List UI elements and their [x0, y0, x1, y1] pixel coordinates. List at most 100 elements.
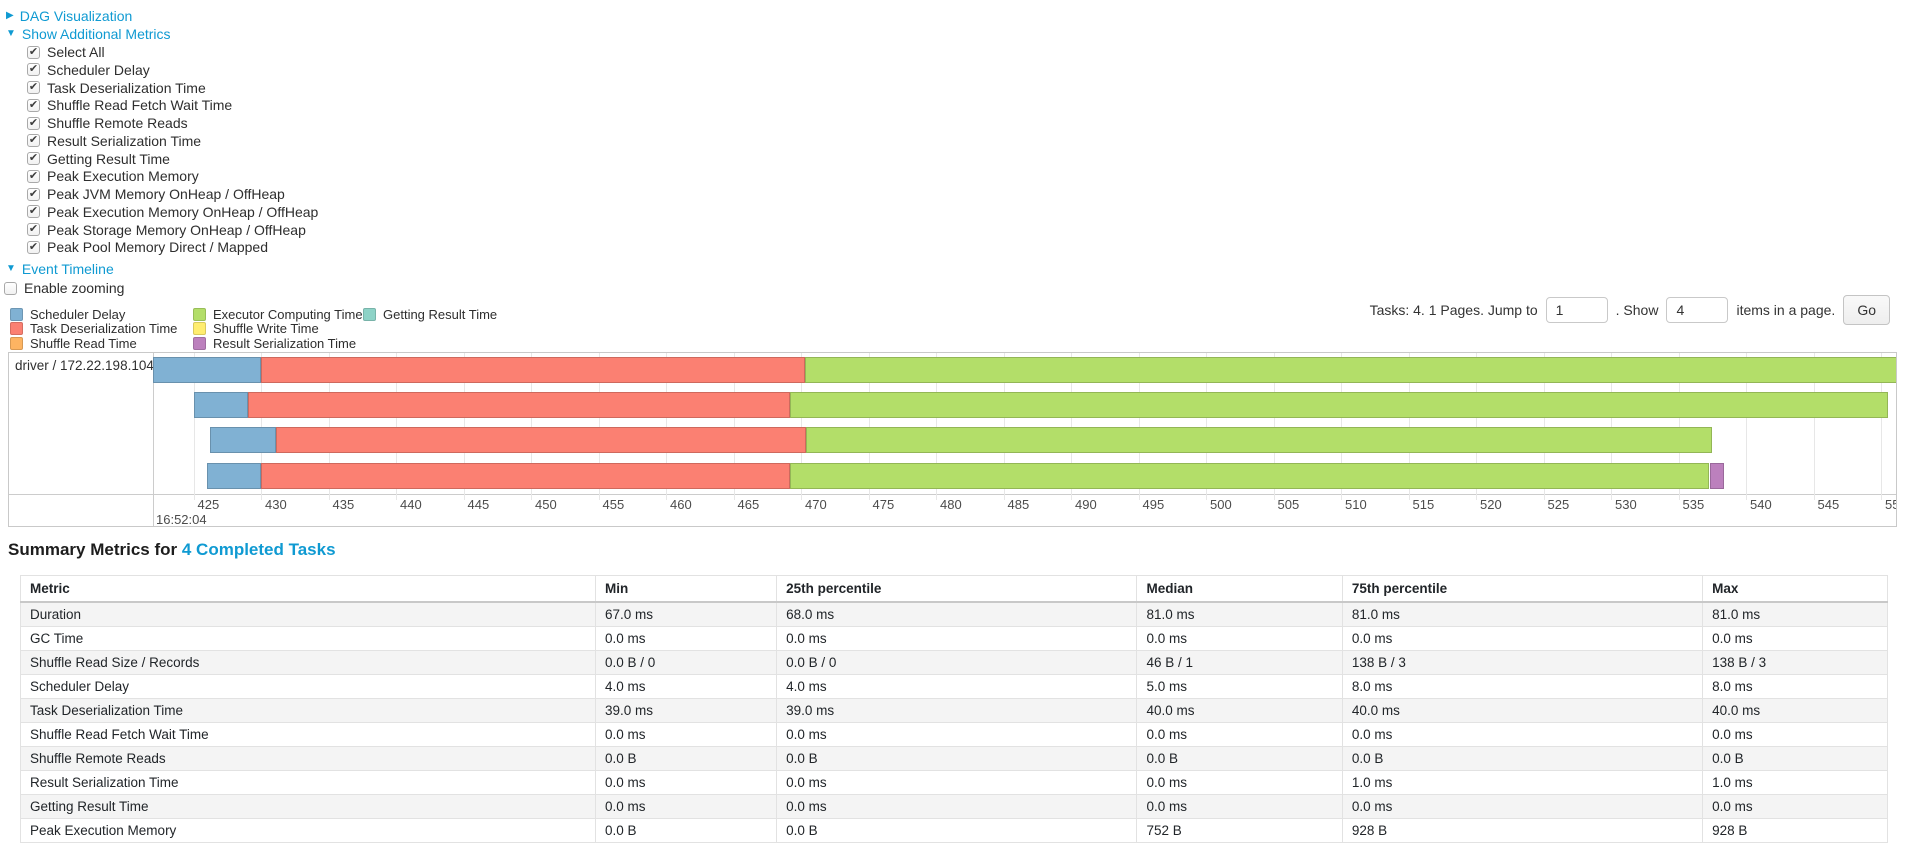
task-bar-segment-executor_computing[interactable] — [790, 462, 1710, 489]
metric-checkbox-item[interactable]: ✔ Peak Pool Memory Direct / Mapped — [27, 239, 268, 255]
axis-gridline — [598, 353, 600, 500]
axis-tick-label: 490 — [1075, 497, 1097, 512]
axis-tick-label: 515 — [1412, 497, 1435, 512]
metric-checkbox-item[interactable]: ✔ Peak JVM Memory OnHeap / OffHeap — [27, 186, 285, 202]
axis-tick-label: 505 — [1277, 497, 1300, 512]
show-additional-metrics-label: Show Additional Metrics — [21, 26, 171, 42]
task-bar-segment-scheduler_delay[interactable] — [193, 392, 248, 419]
legend-label: Shuffle Read Time — [30, 335, 137, 351]
legend-swatch-shuffle_write — [193, 322, 206, 336]
table-header-cell[interactable]: Median — [1136, 575, 1343, 603]
checkbox-checked-icon[interactable]: ✔ — [27, 81, 40, 94]
metric-checkbox-item[interactable]: ✔ Shuffle Remote Reads — [27, 115, 188, 131]
legend-item: Executor Computing Time — [193, 307, 363, 322]
table-header-cell[interactable]: Metric — [19, 575, 597, 603]
metric-value-cell: 138 B / 3 — [1702, 650, 1888, 675]
metric-checkbox-item[interactable]: ✔ Shuffle Read Fetch Wait Time — [27, 97, 232, 113]
table-row: Shuffle Read Fetch Wait Time 0.0 ms 0.0 ms… — [19, 722, 1888, 747]
axis-line — [9, 494, 1896, 495]
metric-value-cell: 0.0 ms — [1702, 626, 1888, 651]
axis-tick-label: 500 — [1210, 497, 1232, 512]
metric-checkbox-label: Peak Execution Memory OnHeap / OffHeap — [47, 203, 319, 220]
metric-value-cell: 0.0 B — [1702, 746, 1888, 771]
task-bar-segment-result_serialization[interactable] — [1709, 462, 1725, 489]
metric-name-cell: Shuffle Remote Reads — [19, 746, 597, 771]
metric-name-cell: Scheduler Delay — [19, 674, 597, 699]
checkbox-checked-icon[interactable]: ✔ — [27, 240, 40, 254]
metric-value-cell: 0.0 ms — [1702, 794, 1888, 819]
metric-value-cell: 0.0 ms — [1341, 794, 1704, 819]
metric-value-cell: 81.0 ms — [1136, 601, 1343, 627]
task-bar-segment-task_deserialization[interactable] — [261, 357, 806, 383]
metric-checkbox-item[interactable]: ✔ Select All — [27, 44, 105, 60]
task-bar-segment-scheduler_delay[interactable] — [153, 357, 261, 383]
task-bar-segment-task_deserialization[interactable] — [247, 392, 791, 419]
legend-label: Scheduler Delay — [30, 306, 126, 322]
metric-checkbox-item[interactable]: ✔ Scheduler Delay — [27, 62, 150, 78]
checkbox-checked-icon[interactable]: ✔ — [27, 134, 40, 148]
checkbox-checked-icon[interactable]: ✔ — [27, 98, 40, 112]
task-bar-segment-task_deserialization[interactable] — [261, 462, 791, 489]
metric-checkbox-item[interactable]: ✔ Getting Result Time — [27, 151, 170, 167]
legend-label: Getting Result Time — [383, 306, 498, 322]
completed-tasks-link[interactable]: 4 Completed Tasks — [181, 540, 336, 559]
table-header-cell[interactable]: 25th percentile — [776, 575, 1138, 603]
axis-tick-label: 550 — [1885, 497, 1896, 512]
metric-checkbox-item[interactable]: ✔ Task Deserialization Time — [27, 80, 206, 96]
table-header-cell[interactable]: Min — [595, 575, 778, 603]
axis-tick-label: 530 — [1615, 497, 1637, 512]
task-bar-segment-scheduler_delay[interactable] — [209, 427, 276, 454]
metric-checkbox-item[interactable]: ✔ Peak Execution Memory OnHeap / OffHeap — [27, 204, 318, 220]
checkbox-checked-icon[interactable]: ✔ — [27, 169, 40, 183]
enable-zooming-label: Enable zooming — [24, 280, 125, 296]
metric-value-cell: 67.0 ms — [595, 601, 778, 627]
metric-checkbox-item[interactable]: ✔ Result Serialization Time — [27, 133, 201, 149]
caret-down-icon: ▼ — [6, 28, 16, 39]
task-bar-segment-executor_computing[interactable] — [805, 357, 1896, 383]
show-additional-metrics-toggle[interactable]: ▼ Show Additional Metrics — [6, 26, 171, 42]
items-per-page-input[interactable] — [1666, 297, 1729, 323]
metric-checkbox-label: Task Deserialization Time — [47, 79, 206, 96]
checkbox-checked-icon[interactable]: ✔ — [27, 205, 40, 219]
task-bar-segment-executor_computing[interactable] — [790, 392, 1888, 419]
go-button[interactable]: Go — [1843, 295, 1890, 325]
tasks-count-text: Tasks: 4. 1 Pages. Jump to — [1369, 302, 1538, 318]
metric-name-cell: Result Serialization Time — [19, 770, 597, 795]
checkbox-checked-icon[interactable]: ✔ — [27, 116, 40, 130]
metric-name-cell: Getting Result Time — [19, 794, 597, 819]
checkbox-checked-icon[interactable]: ✔ — [27, 187, 40, 201]
table-row: Result Serialization Time 0.0 ms 0.0 ms 0.0… — [19, 770, 1888, 795]
table-header: Metric Min 25th percentile Median 75th perce… — [19, 575, 1888, 603]
metric-value-cell: 0.0 ms — [1136, 722, 1343, 747]
table-header-cell[interactable]: Max — [1702, 575, 1888, 603]
metric-name-cell: GC Time — [19, 626, 597, 651]
metric-checkbox-label: Shuffle Read Fetch Wait Time — [47, 97, 233, 114]
metric-value-cell: 0.0 ms — [595, 770, 778, 795]
checkbox-checked-icon[interactable]: ✔ — [27, 152, 40, 165]
enable-zooming-checkbox-item[interactable]: Enable zooming — [4, 280, 124, 296]
checkbox-checked-icon[interactable]: ✔ — [27, 63, 40, 77]
checkbox-checked-icon[interactable]: ✔ — [27, 223, 40, 236]
checkbox-checked-icon[interactable]: ✔ — [27, 45, 40, 59]
checkbox-unchecked-icon[interactable] — [4, 281, 17, 295]
table-header-cell[interactable]: 75th percentile — [1341, 575, 1704, 603]
task-bar-segment-executor_computing[interactable] — [806, 427, 1713, 454]
metric-checkbox-label: Shuffle Remote Reads — [47, 115, 188, 131]
dag-visualization-toggle[interactable]: ▶ DAG Visualization — [6, 8, 132, 24]
legend-swatch-result_serialization — [193, 336, 206, 350]
axis-gridline — [1746, 353, 1747, 500]
event-timeline-label: Event Timeline — [21, 261, 114, 277]
metric-value-cell: 0.0 B — [1341, 746, 1704, 771]
metric-value-cell: 39.0 ms — [776, 698, 1138, 723]
axis-gridline — [1273, 353, 1275, 500]
event-timeline-toggle[interactable]: ▼ Event Timeline — [6, 261, 114, 277]
metric-checkbox-item[interactable]: ✔ Peak Storage Memory OnHeap / OffHeap — [27, 222, 306, 238]
task-bar-segment-task_deserialization[interactable] — [275, 427, 807, 454]
axis-gridline — [1341, 353, 1342, 500]
metric-checkbox-item[interactable]: ✔ Peak Execution Memory — [27, 168, 199, 184]
legend-swatch-shuffle_read — [10, 336, 23, 350]
jump-to-page-input[interactable] — [1545, 297, 1608, 323]
axis-tick-label: 545 — [1817, 497, 1840, 512]
task-bar-segment-scheduler_delay[interactable] — [207, 462, 261, 489]
metric-value-cell: 39.0 ms — [595, 698, 778, 723]
